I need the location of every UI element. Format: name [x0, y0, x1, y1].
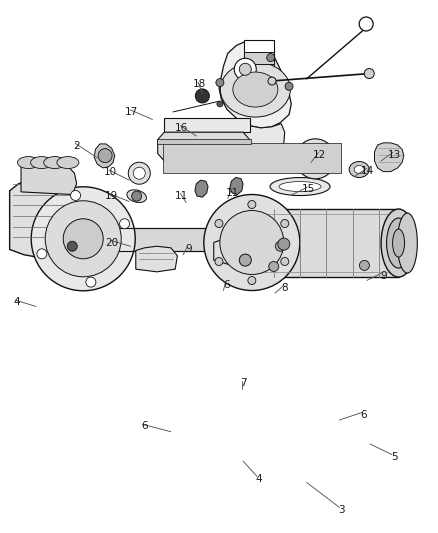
Circle shape — [281, 257, 289, 265]
Polygon shape — [136, 246, 177, 272]
Polygon shape — [230, 177, 243, 195]
Polygon shape — [105, 228, 243, 251]
Circle shape — [216, 78, 224, 87]
Polygon shape — [10, 179, 74, 257]
Polygon shape — [219, 42, 291, 128]
Circle shape — [132, 191, 141, 201]
Text: 20: 20 — [105, 238, 118, 247]
Text: 4: 4 — [255, 474, 262, 483]
Text: 5: 5 — [391, 452, 398, 462]
Circle shape — [295, 139, 336, 179]
Bar — [163, 143, 341, 173]
Circle shape — [45, 201, 121, 277]
Circle shape — [360, 261, 369, 270]
Circle shape — [86, 277, 96, 287]
Bar — [244, 40, 274, 68]
Ellipse shape — [397, 213, 417, 273]
Circle shape — [234, 58, 256, 80]
Text: 13: 13 — [388, 150, 401, 159]
Circle shape — [98, 149, 112, 163]
Ellipse shape — [392, 229, 405, 257]
Circle shape — [217, 101, 223, 107]
Text: 11: 11 — [226, 188, 239, 198]
Circle shape — [359, 17, 373, 31]
Circle shape — [63, 219, 103, 259]
Text: 7: 7 — [240, 378, 247, 387]
Text: 3: 3 — [338, 505, 345, 514]
Ellipse shape — [31, 157, 53, 168]
Circle shape — [239, 254, 251, 266]
Polygon shape — [221, 118, 285, 161]
Ellipse shape — [354, 165, 364, 174]
Circle shape — [302, 146, 328, 172]
Circle shape — [239, 63, 251, 75]
Ellipse shape — [18, 157, 39, 168]
Text: 6: 6 — [360, 410, 367, 419]
Text: 9: 9 — [380, 271, 387, 280]
Ellipse shape — [127, 190, 146, 203]
Ellipse shape — [44, 157, 66, 168]
Ellipse shape — [220, 62, 290, 117]
Circle shape — [215, 220, 223, 228]
Ellipse shape — [233, 72, 278, 107]
Circle shape — [195, 89, 209, 103]
Circle shape — [285, 82, 293, 91]
Polygon shape — [157, 139, 251, 144]
Circle shape — [364, 69, 374, 78]
Polygon shape — [214, 239, 274, 265]
Text: 17: 17 — [125, 107, 138, 117]
Circle shape — [267, 53, 275, 62]
Ellipse shape — [381, 209, 416, 277]
Circle shape — [268, 77, 276, 85]
Circle shape — [248, 277, 256, 285]
Bar — [244, 52, 274, 64]
Circle shape — [248, 200, 256, 208]
Text: 18: 18 — [193, 79, 206, 89]
Circle shape — [37, 249, 47, 259]
Polygon shape — [252, 209, 399, 277]
Polygon shape — [374, 143, 404, 172]
Polygon shape — [164, 118, 250, 132]
Ellipse shape — [279, 182, 321, 191]
Circle shape — [128, 162, 150, 184]
Ellipse shape — [349, 161, 369, 177]
Text: 9: 9 — [185, 245, 192, 254]
Text: 11: 11 — [175, 191, 188, 200]
Polygon shape — [158, 132, 250, 161]
Polygon shape — [94, 144, 115, 168]
Circle shape — [276, 241, 285, 251]
Circle shape — [278, 238, 290, 250]
Polygon shape — [195, 180, 208, 197]
Circle shape — [204, 195, 300, 290]
Circle shape — [120, 219, 130, 229]
Polygon shape — [21, 164, 77, 195]
Text: 4: 4 — [13, 297, 20, 307]
Circle shape — [281, 220, 289, 228]
Circle shape — [71, 190, 81, 200]
Text: 10: 10 — [104, 167, 117, 177]
Circle shape — [67, 241, 77, 251]
Circle shape — [269, 262, 279, 271]
Circle shape — [215, 257, 223, 265]
Text: 2: 2 — [73, 141, 80, 150]
Text: 14: 14 — [361, 166, 374, 175]
Text: 15: 15 — [302, 184, 315, 194]
Text: 19: 19 — [105, 191, 118, 201]
Text: 8: 8 — [281, 283, 288, 293]
Text: 6: 6 — [223, 280, 230, 290]
Text: 16: 16 — [175, 123, 188, 133]
Circle shape — [133, 167, 145, 179]
Ellipse shape — [387, 218, 410, 268]
Text: 6: 6 — [141, 422, 148, 431]
Circle shape — [31, 187, 135, 291]
Ellipse shape — [270, 177, 330, 196]
Ellipse shape — [57, 157, 79, 168]
Text: 12: 12 — [313, 150, 326, 159]
Circle shape — [220, 211, 284, 274]
